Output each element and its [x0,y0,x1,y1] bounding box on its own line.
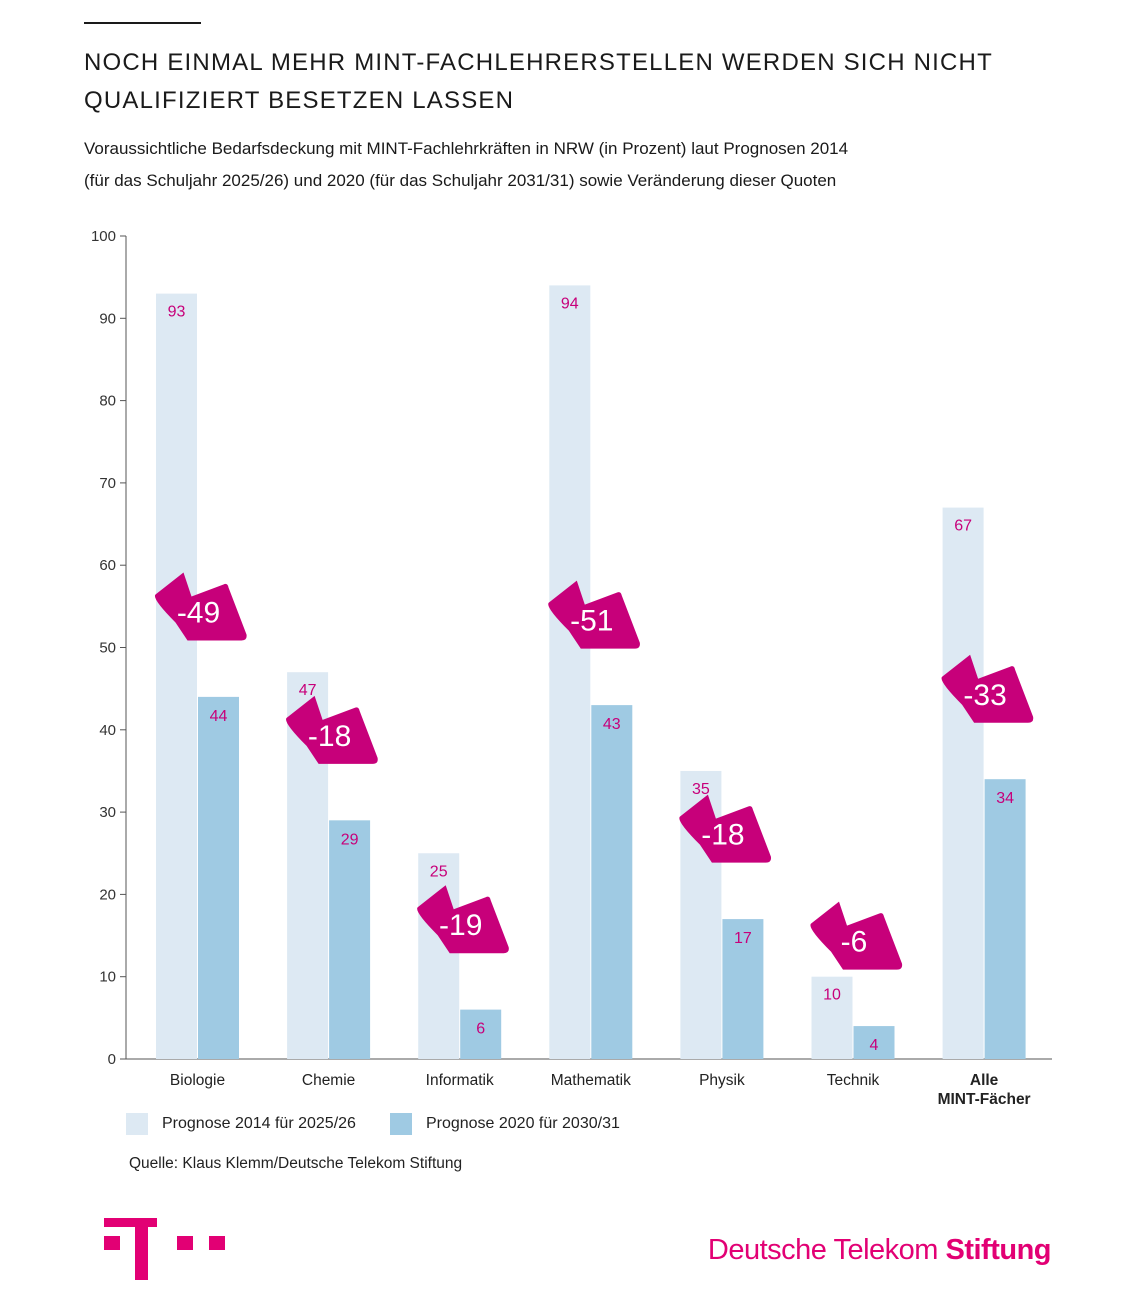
subtitle-line-1: Voraussichtliche Bedarfsdeckung mit MINT… [84,139,849,158]
data-label-2014: 10 [823,987,841,1004]
bar-2020 [198,696,239,1059]
change-arrow: -19 [417,885,509,954]
data-label-2020: 17 [734,930,752,947]
data-label-2014: 93 [168,304,186,321]
bar-2020 [329,820,371,1059]
y-tick-label: 10 [99,969,116,986]
change-value-label: -33 [963,679,1006,712]
bar-2020 [853,1026,895,1059]
bar-2014 [811,976,853,1059]
data-label-2020: 29 [341,831,359,848]
bar-2014 [549,285,591,1059]
title-rule [84,22,201,24]
bar-chart: 0 10 20 30 40 50 60 70 80 90 100 93 44 Biologie -49 47 2… [91,228,1052,1108]
x-category-label: Technik [827,1072,880,1089]
legend-swatch-2020 [389,1113,412,1135]
x-category-label: MINT-Fächer [938,1091,1031,1108]
change-arrow: -18 [286,695,378,764]
change-arrow: -6 [810,901,903,970]
data-label-2020: 43 [603,716,621,733]
data-label-2020: 34 [996,790,1014,807]
data-label-2014: 25 [430,863,448,880]
bar-2020 [722,919,764,1059]
brand-wordmark: Deutsche Telekom Stiftung [707,1234,1052,1267]
x-category-label: Alle [970,1072,999,1089]
source-note: Quelle: Klaus Klemm/Deutsche Telekom Sti… [129,1155,463,1172]
chart-subtitle: Voraussichtliche Bedarfsdeckung mit MINT… [84,133,1064,197]
change-arrow-shape [417,885,509,954]
x-category-label: Informatik [426,1072,494,1089]
change-arrow: -18 [679,794,772,863]
y-tick-label: 90 [99,310,116,327]
data-label-2014: 47 [299,682,317,699]
change-arrow-shape [286,695,378,764]
legend-label-2020: Prognose 2020 für 2030/31 [425,1115,620,1132]
bar-2014 [156,293,197,1059]
change-arrow: -33 [941,654,1034,723]
change-value-label: -18 [701,819,744,852]
chart-title: NOCH EINMAL MEHR MINT-FACHLEHRERSTELLEN … [84,49,993,114]
legend-item-2014: Prognose 2014 für 2025/26 [126,1113,356,1135]
bar-2014 [942,507,984,1060]
telekom-t-logo [104,1218,225,1280]
change-arrow-shape [154,572,247,641]
y-tick-label: 50 [99,640,116,657]
subtitle-line-2: (für das Schuljahr 2025/26) und 2020 (fü… [84,171,837,190]
change-arrow-shape [679,794,772,863]
change-arrow-shape [941,654,1034,723]
change-value-label: -18 [308,720,351,753]
bar-2020 [984,779,1026,1059]
change-value-label: -19 [439,909,482,942]
change-value-label: -6 [841,926,868,959]
change-value-label: -51 [570,605,613,638]
change-arrow: -51 [548,580,640,649]
legend-label-2014: Prognose 2014 für 2025/26 [162,1115,356,1132]
chart-legend: Prognose 2014 für 2025/26 Prognose 2020 … [126,1113,654,1135]
legend-swatch-2014 [126,1113,148,1135]
x-category-label: Mathematik [551,1072,631,1089]
y-tick-label: 80 [99,393,116,410]
y-tick-label: 70 [99,475,116,492]
data-label-2020: 4 [870,1037,879,1054]
x-category-label: Physik [699,1072,745,1089]
data-label-2020: 44 [210,708,228,725]
y-tick-label: 20 [99,886,116,903]
brand-name-bold: Stiftung [945,1234,1051,1266]
change-arrow-shape [810,901,903,970]
legend-item-2020: Prognose 2020 für 2030/31 [389,1113,620,1135]
x-category-label: Chemie [302,1072,355,1089]
y-tick-label: 30 [99,804,116,821]
data-label-2020: 6 [476,1021,485,1038]
change-arrow: -49 [154,572,247,641]
data-label-2014: 67 [954,518,972,535]
bar-2020 [460,1009,502,1059]
y-tick-label: 60 [99,557,116,574]
brand-name-regular: Deutsche Telekom [707,1234,946,1266]
data-label-2014: 94 [561,295,579,312]
bar-2020 [591,705,633,1059]
change-arrow-shape [548,580,640,649]
change-value-label: -49 [177,596,220,629]
y-tick-label: 100 [91,228,116,245]
bar-2014 [418,853,460,1059]
y-tick-label: 0 [108,1051,116,1068]
data-label-2014: 35 [692,781,710,798]
y-tick-label: 40 [99,722,116,739]
x-category-label: Biologie [170,1072,225,1089]
